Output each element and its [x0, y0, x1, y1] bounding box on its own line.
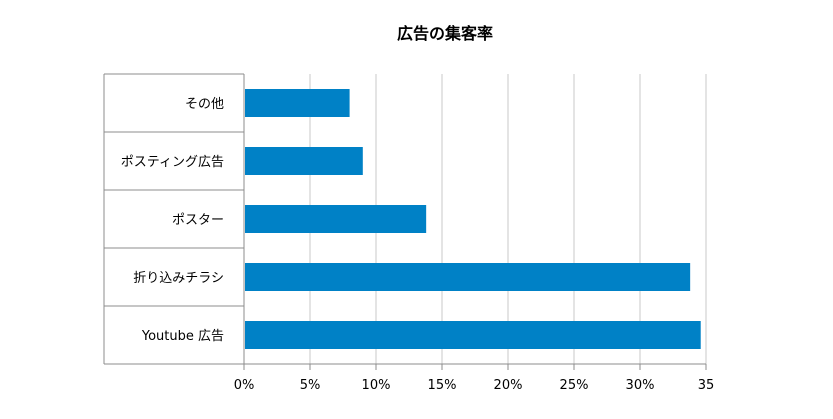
x-tick-label: 15%	[428, 378, 457, 393]
chart-title: 広告の集客率	[397, 24, 493, 43]
category-label: Youtube 広告	[141, 329, 224, 344]
category-label: その他	[185, 97, 224, 112]
x-tick-label: 35	[698, 378, 715, 393]
plot-area: 0% 5% 10% 15% 20% 25% 30% 35 その他ポスティング広告ポスター折り込み…	[103, 73, 715, 393]
bar	[245, 147, 363, 175]
x-tick-label: 30%	[626, 378, 655, 393]
x-tick-label: 10%	[362, 378, 391, 393]
category-label: ポスティング広告	[121, 155, 224, 170]
bar	[245, 321, 701, 349]
category-label: 折り込みチラシ	[133, 271, 224, 286]
x-tick-label: 0%	[234, 378, 255, 393]
category-label: ポスター	[172, 213, 224, 228]
x-tick-label: 5%	[300, 378, 321, 393]
bar	[245, 205, 427, 233]
bar	[245, 89, 350, 117]
x-tick-label: 25%	[560, 378, 589, 393]
bar	[245, 263, 691, 291]
x-tick-label: 20%	[494, 378, 523, 393]
